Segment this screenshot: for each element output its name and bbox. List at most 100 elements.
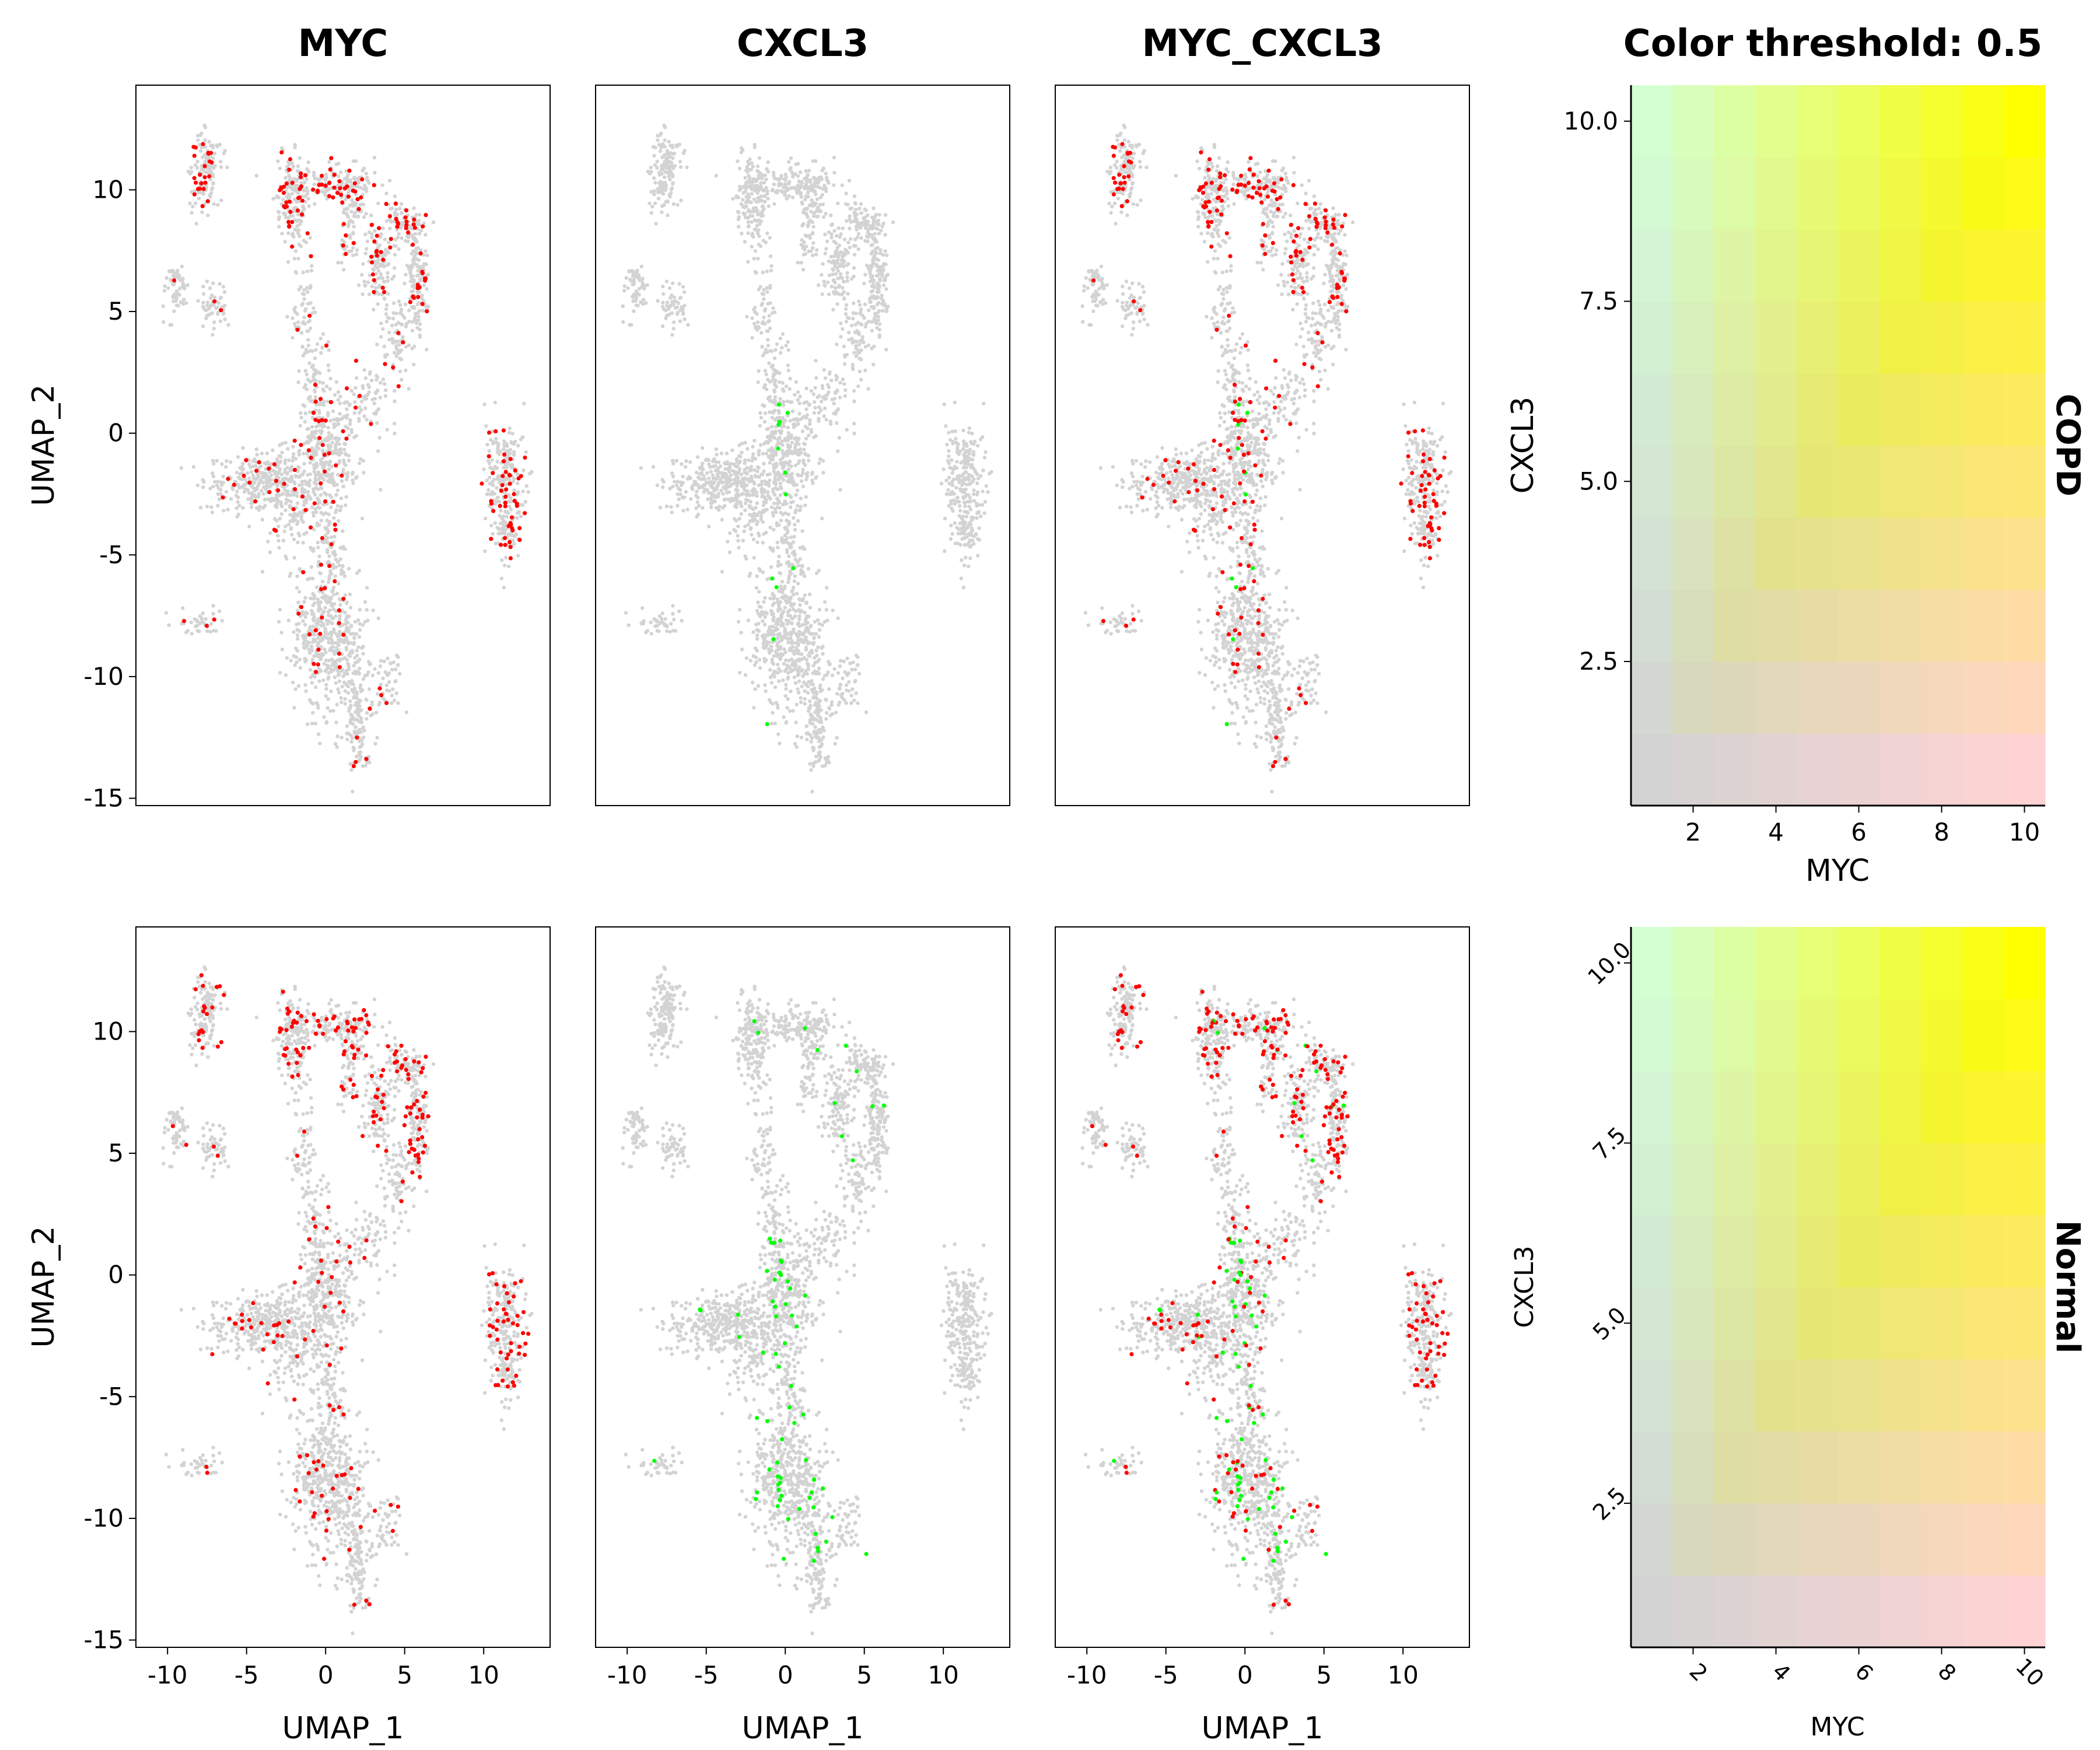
cell-point — [737, 166, 742, 171]
cell-point — [348, 236, 352, 240]
expressing-cell-point — [382, 290, 387, 295]
cell-point — [306, 377, 310, 382]
cell-point — [312, 182, 316, 187]
cell-point — [412, 256, 416, 260]
cell-point — [204, 308, 208, 313]
cell-point — [801, 268, 806, 272]
cell-point — [847, 316, 851, 320]
expressing-cell-point — [517, 537, 522, 542]
cell-point — [390, 701, 394, 705]
cell-point — [420, 296, 424, 300]
cell-point — [365, 710, 369, 715]
cell-point — [241, 446, 245, 450]
cell-point — [796, 390, 800, 394]
cell-point — [485, 492, 489, 496]
cell-point — [190, 632, 194, 636]
cell-point — [204, 617, 208, 621]
expressing-cell-point — [267, 490, 272, 495]
cell-point — [325, 519, 329, 523]
cell-point — [622, 289, 626, 293]
cell-point — [634, 294, 638, 298]
cell-point — [412, 344, 416, 349]
cell-point — [761, 452, 765, 456]
cell-point — [206, 166, 211, 170]
cell-point — [358, 739, 362, 743]
cell-point — [295, 219, 299, 223]
expressing-cell-point — [279, 187, 284, 191]
cell-point — [502, 585, 506, 590]
cell-point — [640, 276, 645, 281]
cell-point — [370, 397, 374, 402]
cell-point — [807, 169, 811, 173]
cell-point — [365, 586, 369, 590]
cell-point — [376, 407, 381, 411]
cell-point — [883, 278, 887, 283]
cell-point — [338, 394, 342, 398]
cell-point — [815, 248, 819, 252]
cell-point — [870, 289, 875, 293]
cell-point — [756, 380, 760, 384]
expressing-cell-point — [295, 327, 300, 332]
cell-point — [290, 680, 295, 685]
cell-point — [777, 182, 781, 187]
cell-point — [755, 169, 760, 173]
cell-point — [400, 220, 404, 225]
cell-point — [306, 338, 310, 342]
expressing-cell-point — [329, 156, 334, 160]
cell-point — [487, 475, 492, 480]
cell-point — [326, 536, 330, 540]
cell-point — [671, 156, 675, 160]
cell-point — [880, 274, 884, 278]
cell-point — [859, 211, 864, 215]
cell-point — [209, 303, 213, 307]
cell-point — [784, 384, 789, 388]
cell-point — [810, 184, 814, 188]
cell-point — [285, 471, 289, 475]
cell-point — [387, 680, 391, 684]
cell-point — [297, 288, 301, 292]
cell-point — [307, 318, 312, 323]
expressing-cell-point — [508, 545, 513, 550]
cell-point — [365, 418, 369, 422]
cell-point — [824, 418, 828, 422]
cell-point — [397, 299, 401, 303]
cell-point — [285, 314, 289, 319]
cell-point — [295, 636, 300, 641]
cell-point — [235, 470, 239, 475]
cell-point — [362, 183, 367, 188]
cell-point — [235, 489, 239, 494]
expressing-cell-point — [424, 213, 428, 218]
expressing-cell-point — [500, 483, 505, 488]
expressing-cell-point — [220, 495, 225, 500]
cell-point — [345, 662, 350, 666]
cell-point — [841, 226, 845, 230]
cell-point — [824, 189, 828, 193]
cell-point — [303, 442, 307, 446]
cell-point — [382, 264, 386, 268]
cell-point — [296, 164, 300, 169]
cell-point — [626, 286, 630, 290]
cell-point — [260, 471, 265, 475]
cell-point — [266, 540, 270, 544]
cell-point — [820, 169, 824, 173]
cell-point — [359, 744, 363, 748]
cell-point — [360, 400, 364, 404]
cell-point — [431, 220, 436, 225]
cell-point — [351, 690, 355, 694]
cell-point — [164, 276, 169, 280]
cell-point — [284, 508, 288, 512]
cell-point — [365, 239, 370, 243]
cell-point — [380, 254, 385, 258]
expressing-cell-point — [332, 522, 337, 527]
cell-point — [344, 495, 348, 499]
cell-point — [869, 243, 873, 247]
cell-point — [195, 483, 200, 488]
cell-point — [312, 470, 316, 474]
cell-point — [842, 279, 846, 284]
cell-point — [203, 145, 207, 149]
cell-point — [846, 240, 850, 244]
expressing-cell-point — [203, 180, 208, 185]
cell-point — [422, 283, 426, 288]
cell-point — [805, 234, 809, 238]
cell-point — [336, 261, 340, 265]
